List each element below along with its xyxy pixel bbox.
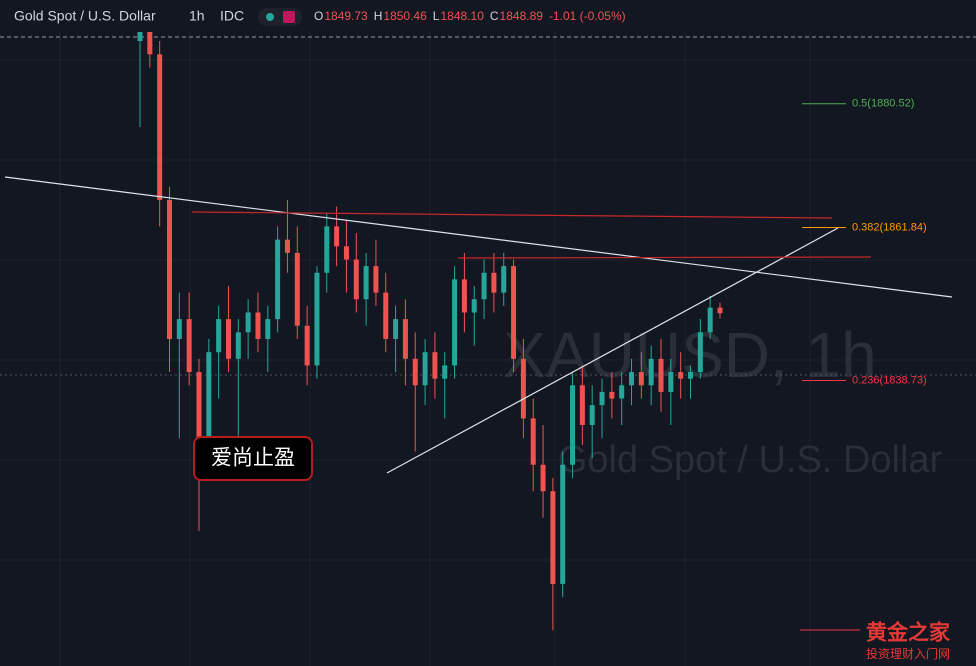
candle-body: [511, 266, 517, 359]
candle-body: [137, 27, 143, 42]
resistance-line: [191, 211, 833, 219]
symbol: Gold Spot / U.S. Dollar: [14, 8, 156, 24]
annotation: 爱尚止盈: [211, 447, 295, 470]
ohlc-label: C: [490, 9, 499, 23]
candle-body: [481, 272, 487, 300]
fib-label: 0.5(1880.52): [852, 98, 914, 110]
candle-body: [284, 239, 290, 253]
candle-body: [402, 319, 408, 359]
candle-body: [432, 352, 438, 379]
candle-body: [668, 372, 674, 392]
candle-body: [540, 464, 546, 492]
candle-body: [648, 358, 654, 386]
candle-body: [206, 352, 212, 439]
candle-body: [324, 226, 330, 273]
candle-body: [579, 385, 585, 426]
candle-body: [520, 358, 526, 419]
candle-body: [442, 365, 448, 379]
candle-body: [373, 266, 379, 293]
ohlc-value: 1848.10: [440, 9, 484, 23]
resistance-line: [457, 256, 872, 259]
candle-body: [147, 27, 153, 55]
candle-body: [678, 372, 684, 379]
candle-body: [658, 358, 664, 392]
interval: 1h: [189, 8, 205, 24]
trend-line: [386, 227, 839, 474]
trend-line: [4, 176, 953, 298]
candle-body: [383, 292, 389, 339]
candle-body: [501, 266, 507, 293]
candle-body: [717, 307, 723, 314]
candle-body: [196, 372, 202, 439]
candle-body: [471, 299, 477, 313]
candle-body: [245, 312, 251, 333]
candle-body: [422, 352, 428, 386]
candle-body: [176, 319, 182, 339]
watermark-description: Gold Spot / U.S. Dollar: [558, 439, 943, 481]
candle-body: [393, 319, 399, 339]
candle-body: [225, 319, 231, 359]
candle-body: [638, 372, 644, 386]
candle-body: [353, 259, 359, 300]
fib-label: 0.236(1838.73): [852, 374, 927, 386]
candle-body: [343, 246, 349, 260]
candle-body: [697, 332, 703, 373]
candle-body: [255, 312, 261, 339]
candle-body: [550, 491, 556, 584]
candle-body: [452, 279, 458, 366]
source: IDC: [220, 8, 244, 24]
logo-title: 黄金之家: [866, 621, 951, 645]
candle-body: [491, 272, 497, 293]
watermark-ticker: XAUUSD, 1h: [503, 319, 876, 391]
candle-body: [304, 325, 310, 366]
fib-label: 0.382(1861.84): [852, 221, 927, 233]
candle-body: [560, 464, 566, 584]
candle-body: [609, 391, 615, 399]
candle-body: [629, 372, 635, 386]
candle-body: [688, 372, 694, 379]
candle-body: [412, 358, 418, 386]
candle-body: [186, 319, 192, 373]
candles: [137, 1, 723, 631]
ohlc-label: L: [433, 9, 440, 23]
candle-body: [589, 405, 595, 426]
candle-body: [707, 307, 713, 333]
ohlc-value: 1849.73: [324, 9, 368, 23]
status-dot: [266, 13, 274, 21]
candle-body: [157, 54, 163, 200]
candle-body: [599, 391, 605, 406]
candle-body: [619, 385, 625, 399]
candle-body: [265, 319, 271, 339]
ohlc-label: H: [374, 9, 383, 23]
candle-body: [314, 272, 320, 366]
candle-body: [216, 319, 222, 353]
ohlc-label: O: [314, 9, 323, 23]
ohlc: O 1849.73 H 1850.46 L 1848.10 C 1848.89 -1.01 (-…: [314, 9, 626, 23]
candle-body: [275, 239, 281, 320]
candle-body: [461, 279, 467, 313]
header-bg: [0, 0, 976, 32]
candle-body: [166, 199, 172, 339]
ohlc-value: 1848.89: [500, 9, 544, 23]
candle-body: [334, 226, 340, 247]
candle-body: [363, 266, 369, 300]
candle-body: [570, 385, 576, 465]
status-icon: [283, 11, 295, 23]
candle-body: [235, 332, 241, 359]
drawings: [4, 176, 953, 631]
logo-subtitle: 投资理财入门网: [866, 646, 950, 661]
ohlc-value: 1850.46: [383, 9, 427, 23]
candle-body: [294, 252, 300, 326]
status-pill[interactable]: [258, 8, 302, 26]
ohlc-change: -1.01 (-0.05%): [549, 9, 626, 23]
annotation-box: [193, 436, 313, 481]
fib-levels: 0.5(1880.52) 0.382(1861.84) 0.236(1838.73): [802, 98, 927, 386]
candle-body: [530, 418, 536, 465]
